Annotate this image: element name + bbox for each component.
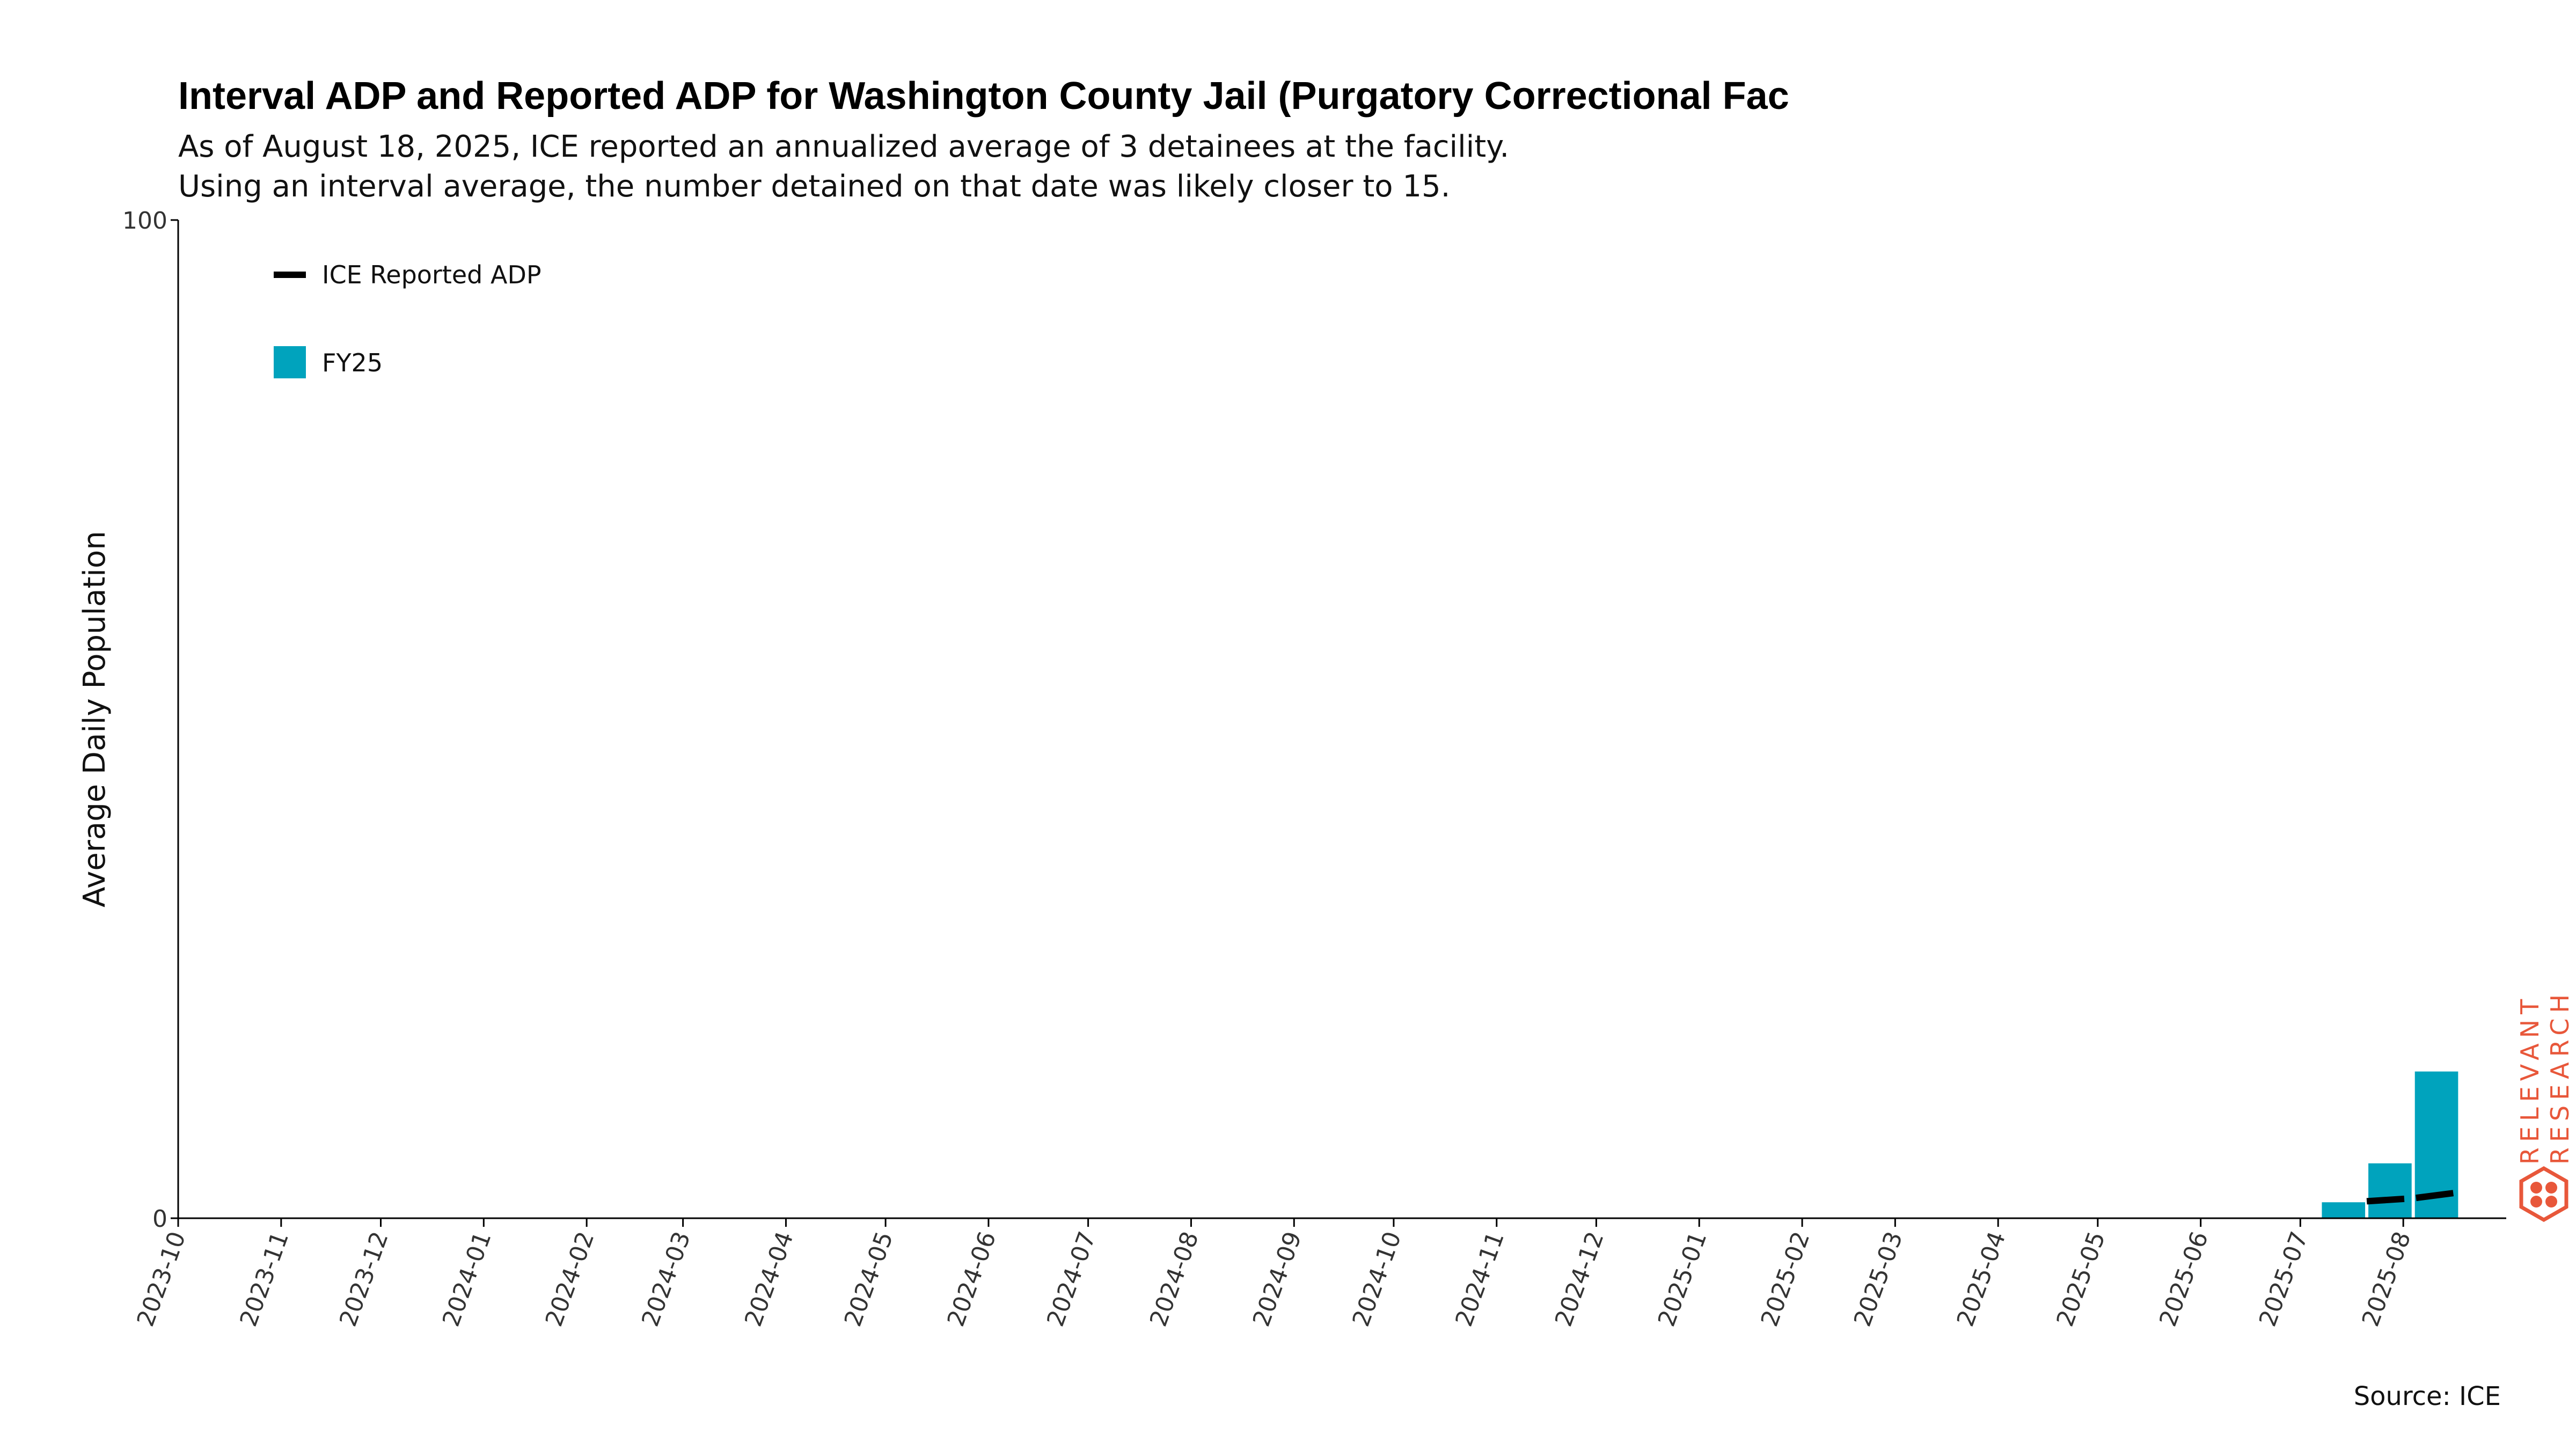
chart-subtitle-line-1: As of August 18, 2025, ICE reported an a… bbox=[178, 129, 1509, 164]
chart-title: Interval ADP and Reported ADP for Washin… bbox=[178, 75, 1789, 118]
y-tick-label-100: 100 bbox=[122, 207, 167, 235]
x-tick-label-2025-02: 2025-02 bbox=[1756, 1228, 1816, 1330]
x-tick-label-2024-12: 2024-12 bbox=[1550, 1228, 1609, 1330]
hexagon-logo-icon bbox=[2519, 1166, 2568, 1223]
y-axis-title: Average Daily Population bbox=[77, 531, 112, 907]
x-tick-label-2025-01: 2025-01 bbox=[1653, 1228, 1713, 1330]
x-tick-label-2024-06: 2024-06 bbox=[942, 1228, 1001, 1330]
x-tick-label-2025-03: 2025-03 bbox=[1849, 1228, 1908, 1330]
x-tick-label-2023-10: 2023-10 bbox=[132, 1228, 192, 1330]
x-tick-label-2025-06: 2025-06 bbox=[2154, 1228, 2214, 1330]
logo-text-relevant: RELEVANT bbox=[2515, 994, 2544, 1165]
x-tick-label-2024-11: 2024-11 bbox=[1450, 1228, 1510, 1330]
plot-area: 0 100 2023-10 2023-11 2023-12 2024-01 2024-02 2… bbox=[122, 207, 2506, 1330]
series-line-ice-reported-adp bbox=[2366, 1189, 2461, 1205]
logo-text-research: RESEARCH bbox=[2545, 989, 2574, 1165]
x-tick-label-2024-05: 2024-05 bbox=[839, 1228, 899, 1330]
legend-label-ice-reported-adp: ICE Reported ADP bbox=[322, 260, 541, 289]
x-tick-label-2025-08: 2025-08 bbox=[2357, 1228, 2417, 1330]
x-tick-label-2025-05: 2025-05 bbox=[2051, 1228, 2111, 1330]
x-tick-label-2024-03: 2024-03 bbox=[636, 1228, 696, 1330]
x-tick-label-2023-11: 2023-11 bbox=[235, 1228, 294, 1330]
x-tick-label-2024-08: 2024-08 bbox=[1145, 1228, 1204, 1330]
x-tick-label-2025-07: 2025-07 bbox=[2254, 1228, 2314, 1330]
x-tick-label-2024-07: 2024-07 bbox=[1042, 1228, 1101, 1330]
x-tick-label-2025-04: 2025-04 bbox=[1952, 1228, 2011, 1330]
x-tick-label-2024-09: 2024-09 bbox=[1248, 1228, 1307, 1330]
chart-subtitle-line-2: Using an interval average, the number de… bbox=[178, 169, 1450, 204]
y-tick-label-0: 0 bbox=[152, 1205, 167, 1233]
legend-bar-swatch bbox=[274, 346, 306, 378]
bar-fy25-1 bbox=[2322, 1202, 2366, 1218]
x-tick-label-2024-01: 2024-01 bbox=[437, 1228, 497, 1330]
bar-fy25-2 bbox=[2368, 1163, 2412, 1218]
x-tick-label-2024-02: 2024-02 bbox=[540, 1228, 600, 1330]
source-note: Source: ICE bbox=[2354, 1381, 2501, 1411]
x-tick-label-2024-10: 2024-10 bbox=[1347, 1228, 1407, 1330]
legend: ICE Reported ADP FY25 bbox=[274, 260, 541, 378]
x-tick-label-2024-04: 2024-04 bbox=[740, 1228, 799, 1330]
legend-label-fy25: FY25 bbox=[322, 348, 383, 377]
relevant-research-logo: RELEVANT RESEARCH bbox=[2515, 989, 2574, 1223]
x-tick-label-2023-12: 2023-12 bbox=[334, 1228, 394, 1330]
